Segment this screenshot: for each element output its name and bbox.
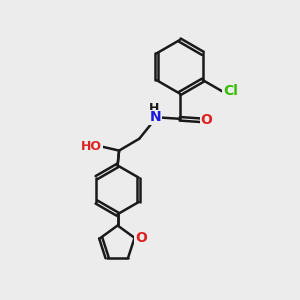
- Text: Cl: Cl: [223, 84, 238, 98]
- Text: H: H: [149, 103, 159, 116]
- Text: O: O: [200, 113, 212, 127]
- Text: O: O: [135, 231, 147, 245]
- Text: HO: HO: [81, 140, 102, 153]
- Text: N: N: [150, 110, 162, 124]
